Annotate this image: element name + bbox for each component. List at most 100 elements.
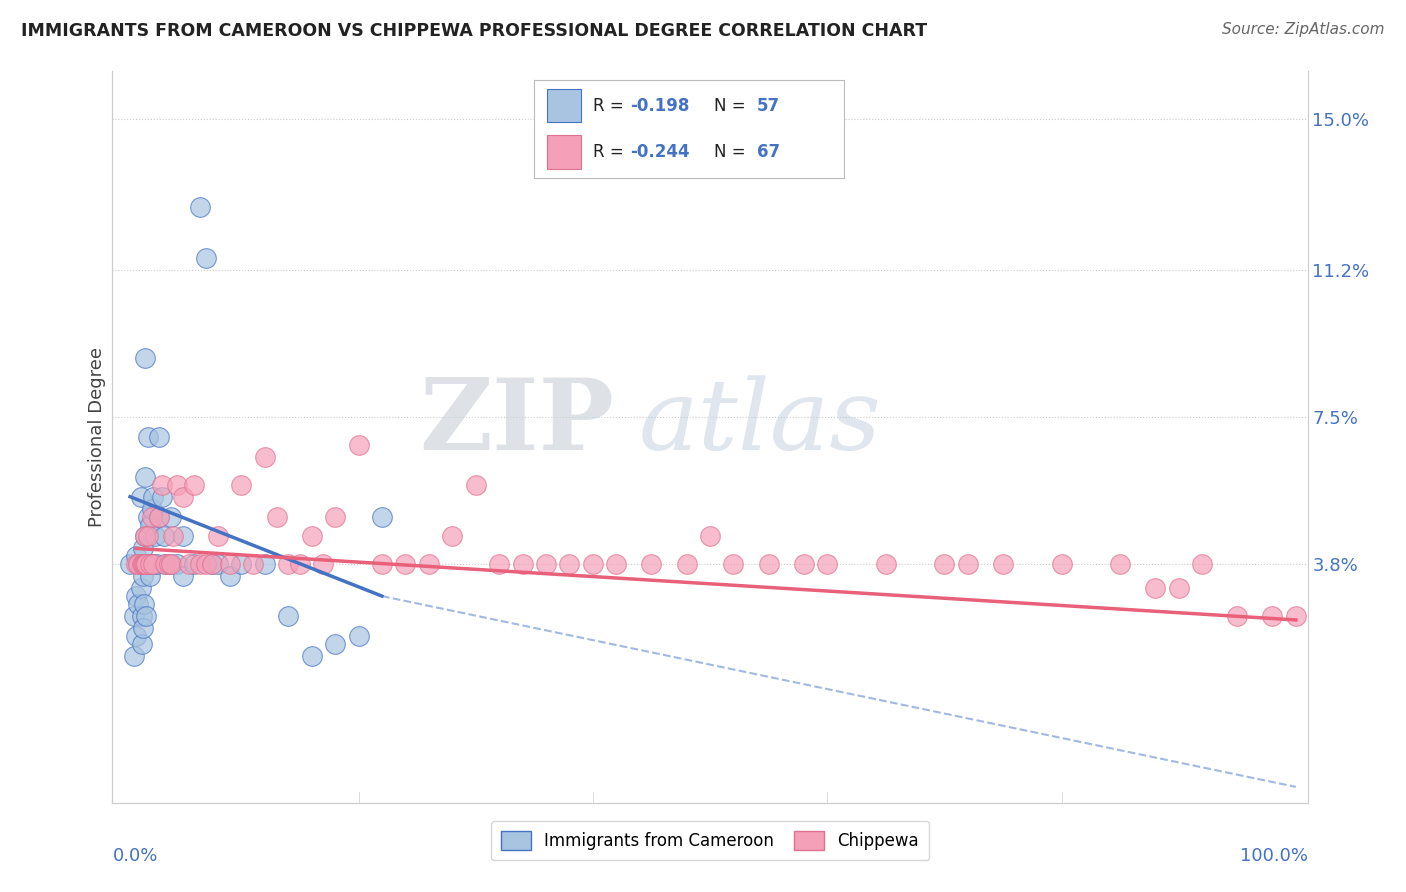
Point <box>312 558 335 572</box>
Point <box>464 477 486 491</box>
Point <box>253 450 276 464</box>
Point <box>166 558 188 572</box>
Point <box>534 558 557 572</box>
Point <box>347 438 370 452</box>
Point <box>218 558 240 572</box>
Point <box>1191 558 1213 572</box>
Point <box>120 558 141 572</box>
Point <box>201 558 224 572</box>
Point <box>488 558 510 572</box>
Text: ZIP: ZIP <box>419 374 614 471</box>
Text: R =: R = <box>593 143 628 161</box>
Point <box>1144 581 1167 595</box>
Point <box>127 597 149 611</box>
Point <box>172 490 194 504</box>
Point <box>277 558 299 572</box>
Point <box>150 477 173 491</box>
Point <box>758 558 780 572</box>
Text: 67: 67 <box>756 143 780 161</box>
Point <box>134 529 156 543</box>
Point <box>125 549 148 564</box>
Point <box>127 558 149 572</box>
Point <box>139 569 162 583</box>
Point <box>132 558 155 572</box>
Text: N =: N = <box>714 97 751 115</box>
Point <box>323 509 346 524</box>
Point <box>195 251 218 265</box>
Point <box>793 558 815 572</box>
Point <box>160 509 183 524</box>
Point <box>131 609 153 624</box>
Text: IMMIGRANTS FROM CAMEROON VS CHIPPEWA PROFESSIONAL DEGREE CORRELATION CHART: IMMIGRANTS FROM CAMEROON VS CHIPPEWA PRO… <box>21 22 927 40</box>
Point <box>157 558 180 572</box>
Point <box>558 558 581 572</box>
Point <box>183 477 205 491</box>
Point <box>132 558 156 572</box>
Point <box>135 558 157 572</box>
Point <box>815 558 838 572</box>
Text: 57: 57 <box>756 97 780 115</box>
Point <box>207 529 229 543</box>
Point <box>141 501 163 516</box>
Point <box>1167 581 1189 595</box>
Point <box>148 430 170 444</box>
Point <box>441 529 464 543</box>
Text: 0.0%: 0.0% <box>112 847 157 864</box>
Point <box>131 558 153 572</box>
Bar <box>547 89 581 122</box>
Point <box>162 529 184 543</box>
Point <box>132 597 156 611</box>
Point <box>301 529 323 543</box>
Point <box>141 558 163 572</box>
Point <box>605 558 627 572</box>
Point <box>253 558 276 572</box>
Point <box>347 629 370 643</box>
Text: N =: N = <box>714 143 751 161</box>
Point <box>582 558 605 572</box>
Point <box>183 558 205 572</box>
Point <box>277 609 299 624</box>
Text: -0.244: -0.244 <box>630 143 690 161</box>
Point <box>723 558 745 572</box>
Point <box>195 558 218 572</box>
Point <box>207 558 229 572</box>
Point <box>129 490 152 504</box>
Point <box>132 558 156 572</box>
Point <box>136 430 159 444</box>
Bar <box>547 136 581 169</box>
Point <box>134 351 156 365</box>
Point <box>141 509 163 524</box>
Point <box>139 517 162 532</box>
Point <box>512 558 534 572</box>
Point <box>177 558 200 572</box>
Point <box>991 558 1014 572</box>
Text: 100.0%: 100.0% <box>1240 847 1308 864</box>
Point <box>1285 609 1308 624</box>
Point <box>146 558 169 572</box>
Point <box>699 529 721 543</box>
Point <box>131 558 153 572</box>
Point <box>122 609 145 624</box>
Point <box>323 637 346 651</box>
Point <box>301 648 323 663</box>
Point <box>394 558 416 572</box>
Text: -0.198: -0.198 <box>630 97 689 115</box>
Point <box>371 509 394 524</box>
Point <box>188 200 212 214</box>
Y-axis label: Professional Degree: Professional Degree <box>87 347 105 527</box>
Point <box>134 558 156 572</box>
Point <box>288 558 311 572</box>
Point <box>1261 609 1284 624</box>
Point <box>139 558 162 572</box>
Point <box>134 470 156 484</box>
Point <box>640 558 662 572</box>
Point <box>148 509 170 524</box>
Point <box>135 609 157 624</box>
Point <box>188 558 212 572</box>
Point <box>675 558 697 572</box>
Point <box>231 477 253 491</box>
Point <box>875 558 897 572</box>
Point <box>1226 609 1249 624</box>
Point <box>266 509 288 524</box>
Point <box>160 558 183 572</box>
